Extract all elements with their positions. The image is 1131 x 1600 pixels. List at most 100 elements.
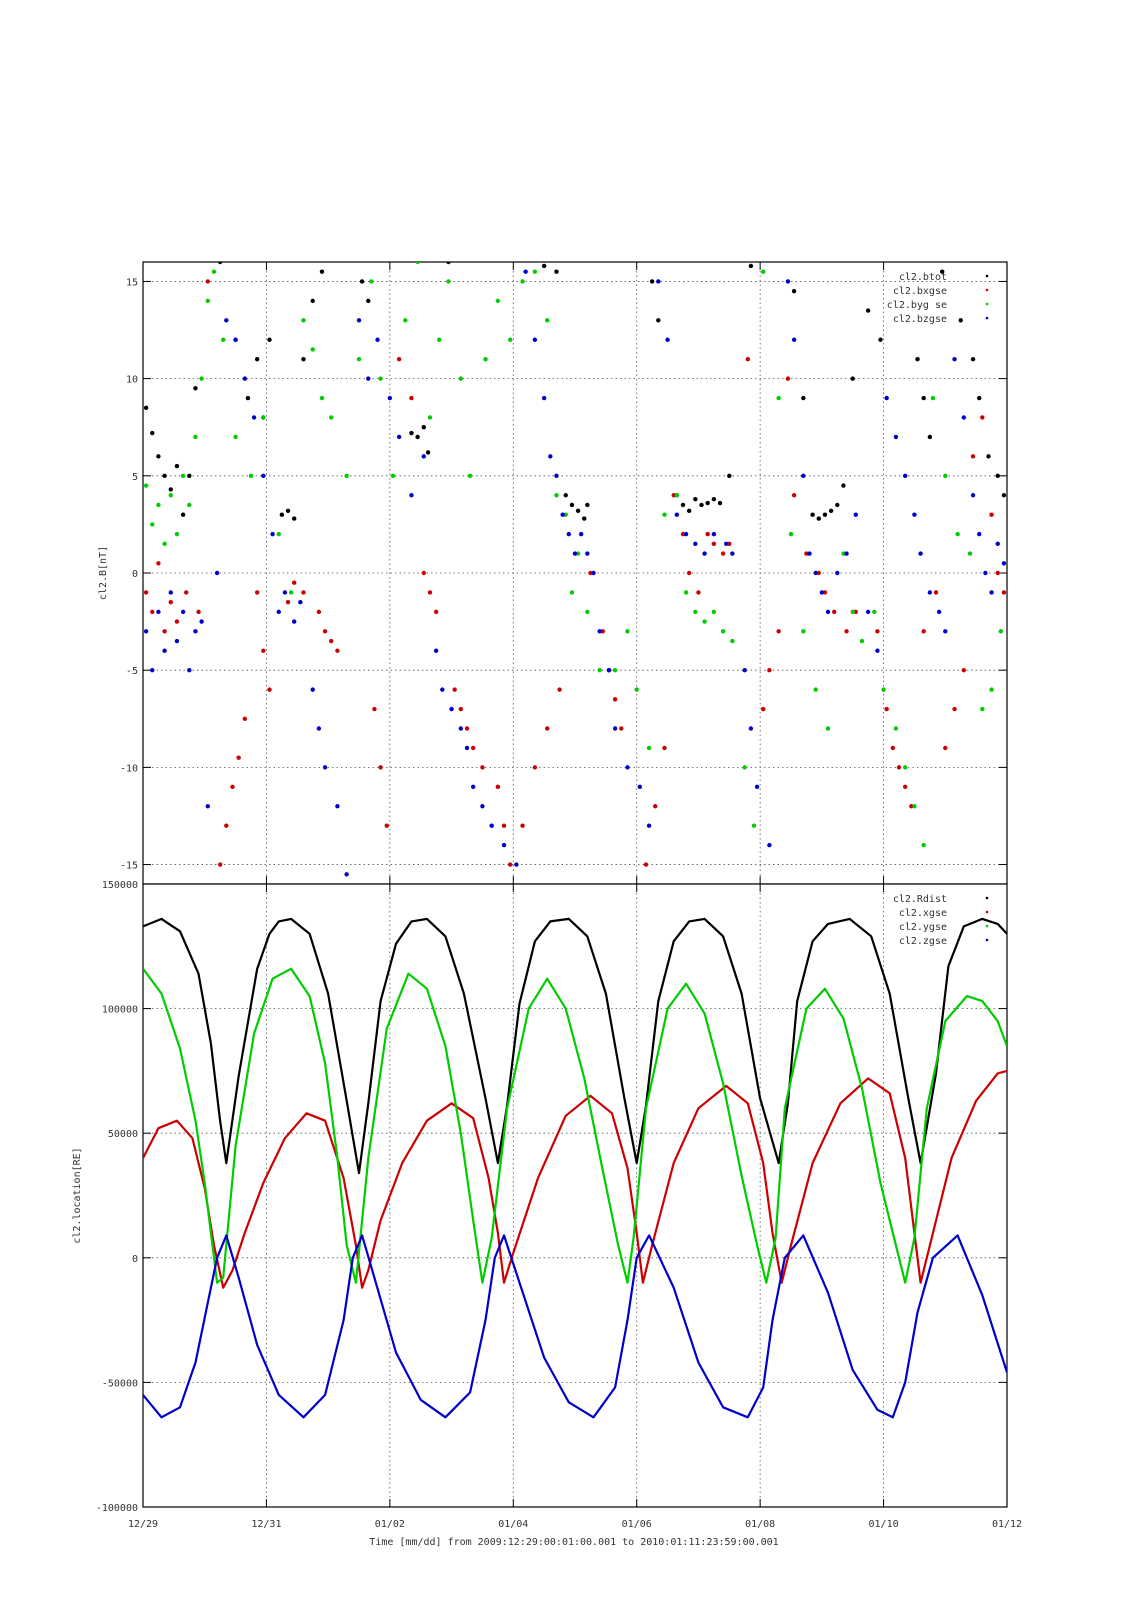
data-point — [909, 804, 914, 809]
data-point — [143, 483, 149, 488]
y-tick-label: 10 — [126, 375, 138, 386]
data-point — [693, 496, 698, 502]
data-point — [952, 356, 957, 362]
data-point — [233, 337, 238, 342]
data-point — [156, 454, 161, 459]
data-point — [541, 395, 547, 401]
data-point — [168, 487, 173, 492]
y-tick-label: 5 — [132, 472, 138, 483]
data-point — [168, 599, 173, 605]
data-point — [554, 493, 559, 498]
legend-label: cl2.btot — [899, 272, 947, 283]
data-point — [634, 687, 639, 692]
data-point — [585, 551, 590, 556]
data-point — [387, 395, 393, 401]
data-point — [433, 648, 439, 653]
data-point — [470, 745, 476, 751]
data-point — [301, 318, 306, 323]
data-point — [199, 376, 204, 381]
legend-marker — [985, 924, 989, 928]
data-point — [301, 356, 306, 362]
data-point — [853, 609, 858, 615]
data-point — [683, 531, 689, 537]
data-point — [180, 473, 186, 479]
data-point — [446, 262, 451, 265]
data-point — [156, 609, 161, 615]
data-point — [532, 765, 538, 770]
data-point — [378, 376, 383, 381]
data-point — [921, 395, 926, 401]
legend-marker — [985, 316, 989, 320]
legend-marker — [985, 288, 989, 292]
data-point — [612, 726, 618, 731]
data-point — [261, 473, 266, 479]
data-point — [193, 386, 198, 391]
data-point — [967, 551, 973, 556]
data-point — [912, 804, 917, 809]
data-point — [276, 531, 281, 537]
x-tick-label: 01/08 — [745, 1519, 775, 1530]
data-point — [816, 516, 821, 521]
data-point — [242, 716, 248, 721]
data-point — [267, 337, 272, 342]
data-point — [828, 508, 834, 513]
data-point — [480, 804, 485, 809]
data-point — [711, 609, 717, 615]
plot-area — [143, 262, 1007, 877]
data-point — [884, 706, 889, 712]
y-tick-label: -10 — [120, 763, 138, 774]
data-point — [816, 570, 821, 576]
data-point — [872, 609, 877, 615]
data-point — [180, 512, 186, 517]
data-point — [193, 434, 198, 440]
series-line — [143, 967, 1007, 1284]
y-tick-label: 0 — [132, 569, 138, 580]
data-point — [501, 823, 507, 828]
data-point — [242, 376, 248, 381]
data-point — [356, 356, 362, 362]
data-point — [918, 551, 923, 556]
data-point — [174, 531, 180, 537]
data-point — [699, 502, 704, 508]
data-point — [727, 473, 732, 479]
data-point — [335, 648, 340, 653]
data-point — [532, 337, 538, 342]
data-point — [563, 493, 568, 498]
data-point — [409, 493, 414, 498]
data-point — [319, 269, 325, 274]
data-point — [344, 872, 349, 877]
data-point — [788, 531, 794, 537]
data-point — [702, 619, 707, 624]
data-point — [483, 356, 488, 362]
data-point — [563, 512, 568, 517]
data-point — [301, 590, 306, 595]
data-point — [653, 804, 658, 809]
data-point — [532, 269, 538, 274]
data-point — [865, 308, 871, 313]
data-point — [224, 823, 229, 828]
data-point — [211, 269, 217, 274]
data-point — [875, 629, 880, 634]
data-point — [396, 356, 402, 362]
data-point — [279, 512, 285, 517]
data-point — [458, 726, 464, 731]
data-point — [751, 823, 757, 828]
data-point — [143, 629, 149, 634]
data-point — [162, 473, 167, 479]
location-panel: -100000 -50000 0 50000 100000 150000 cl2.locat… — [72, 880, 1022, 1530]
data-point — [344, 473, 349, 479]
data-point — [724, 541, 729, 547]
data-point — [254, 590, 260, 595]
legend-label: cl2.ygse — [899, 922, 947, 933]
y-tick-label: -15 — [120, 861, 138, 872]
data-point — [943, 473, 948, 479]
data-point — [316, 726, 322, 731]
data-point — [366, 376, 371, 381]
data-point — [251, 415, 257, 420]
data-point — [199, 619, 204, 624]
data-point — [998, 629, 1004, 634]
data-point — [575, 508, 581, 513]
data-point — [717, 500, 723, 506]
data-point — [656, 318, 661, 323]
data-point — [180, 609, 186, 615]
